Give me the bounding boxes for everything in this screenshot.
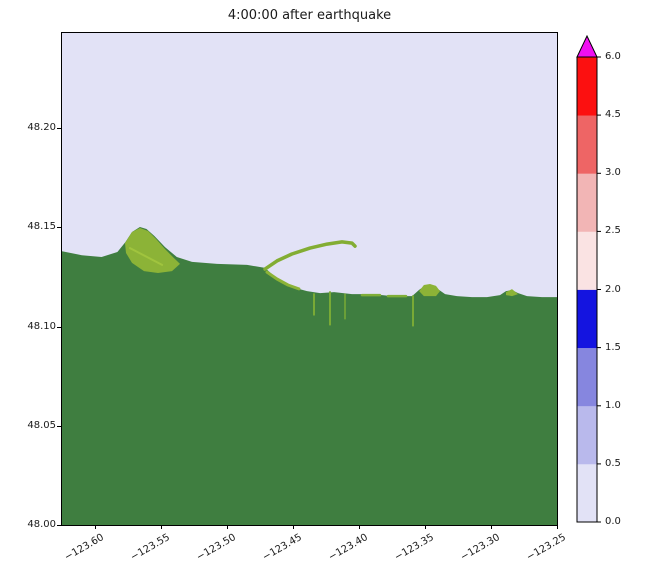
y-tick-mark	[57, 326, 61, 328]
y-tick-label: 48.00	[27, 519, 56, 530]
y-tick-mark	[57, 425, 61, 427]
y-tick-mark	[57, 227, 61, 229]
x-tick-mark	[557, 525, 558, 529]
lowland-west-streak	[129, 247, 164, 266]
colorbar-tick-label: 3.0	[605, 167, 621, 179]
colorbar-tick-label: 4.5	[605, 109, 621, 121]
colorbar-band	[577, 347, 597, 407]
x-tick-label: −123.50	[194, 532, 238, 564]
y-tick-label: 48.10	[27, 320, 56, 332]
x-tick-mark	[95, 525, 96, 529]
colorbar-extend-triangle	[576, 35, 598, 58]
colorbar-band	[577, 463, 597, 523]
map-canvas	[62, 33, 557, 525]
colorbar-band	[577, 115, 597, 174]
map-plot-area	[61, 32, 558, 526]
lowland-east	[506, 289, 519, 297]
x-tick-mark	[293, 525, 294, 529]
colorbar	[576, 35, 601, 523]
colorbar-tick-label: 1.5	[605, 341, 621, 353]
colorbar-tick-label: 2.0	[605, 283, 621, 295]
x-tick-label: −123.45	[260, 532, 304, 564]
y-tick-label: 48.15	[27, 221, 56, 233]
land-region	[62, 227, 557, 525]
colorbar-band	[577, 57, 597, 116]
colorbar-band	[577, 173, 597, 232]
x-tick-mark	[359, 525, 360, 529]
lowland-west	[125, 228, 180, 273]
x-tick-mark	[425, 525, 426, 529]
y-tick-mark	[57, 525, 61, 526]
y-tick-label: 48.20	[27, 122, 56, 134]
y-tick-mark	[57, 128, 61, 130]
y-tick-label: 48.05	[27, 419, 56, 431]
x-tick-label: −123.35	[392, 532, 436, 564]
colorbar-tick-label: 2.5	[605, 225, 621, 237]
x-tick-label: −123.60	[62, 532, 106, 564]
spit-base-shore	[265, 270, 301, 291]
colorbar-band	[577, 289, 597, 349]
x-tick-label: −123.30	[458, 532, 502, 564]
colorbar-band	[577, 231, 597, 290]
x-tick-mark	[161, 525, 162, 529]
x-tick-label: −123.40	[326, 532, 370, 564]
x-tick-mark	[227, 525, 228, 529]
colorbar-tick-label: 0.0	[605, 516, 621, 527]
x-tick-label: −123.25	[524, 532, 568, 564]
plot-title: 4:00:00 after earthquake	[227, 8, 392, 23]
colorbar-tick-label: 0.5	[605, 457, 621, 469]
x-tick-mark	[491, 525, 492, 529]
colorbar-tick-label: 6.0	[605, 51, 621, 62]
x-tick-label: −123.55	[128, 532, 172, 564]
colorbar-tick-label: 1.0	[605, 399, 621, 411]
dungeness-spit	[263, 240, 357, 271]
colorbar-band	[577, 405, 597, 465]
coastal-bump	[419, 284, 440, 297]
